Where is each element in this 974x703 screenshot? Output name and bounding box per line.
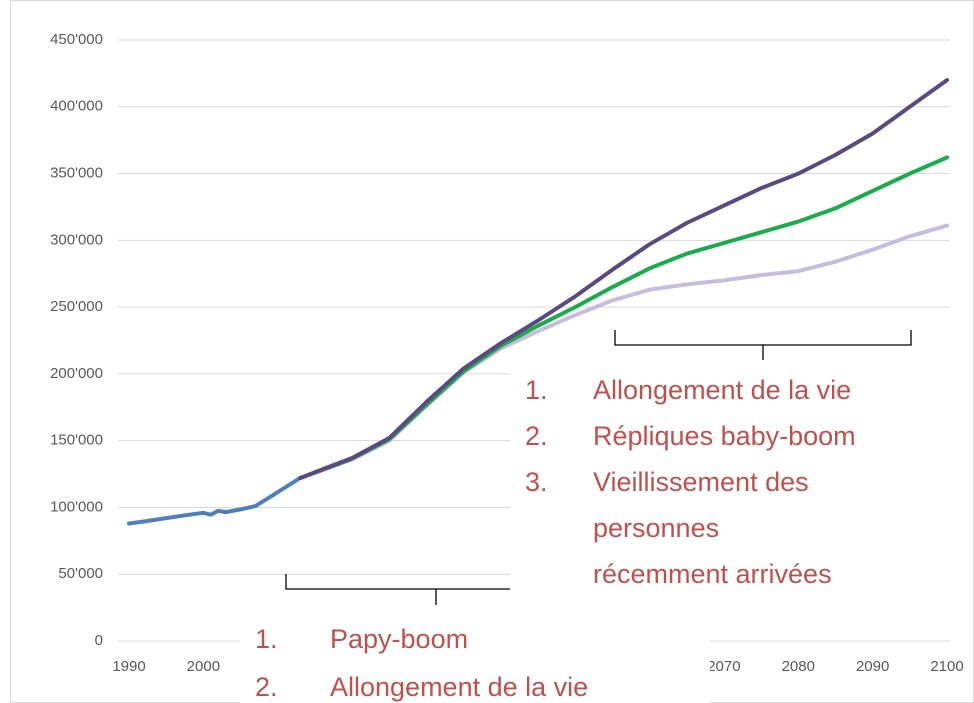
annotation-number: 2.: [255, 672, 278, 702]
y-tick-label: 400'000: [50, 98, 103, 115]
annotation-text: récemment arrivées: [593, 559, 832, 589]
annotation-number: 3.: [525, 467, 548, 497]
series-line: [127, 476, 302, 526]
y-tick-label: 0: [95, 632, 103, 649]
brace: [614, 330, 912, 360]
annotation-text: personnes: [593, 513, 719, 543]
annotation-text: Papy-boom: [330, 624, 468, 654]
x-tick-label: 2080: [782, 658, 815, 675]
annotation-box: [240, 618, 710, 703]
y-tick-label: 200'000: [50, 365, 103, 382]
x-tick-label: 2070: [707, 658, 740, 675]
x-tick-label: 2090: [856, 658, 889, 675]
annotation-number: 2.: [525, 421, 548, 451]
x-tick-label: 1990: [112, 658, 145, 675]
y-tick-label: 450'000: [50, 31, 103, 48]
annotation-number: 1.: [525, 375, 548, 405]
x-tick-label: 2100: [930, 658, 963, 675]
x-tick-label: 2000: [187, 658, 220, 675]
annotations: 1. Papy-boom 2. Allongement de la vie 1. Allo…: [240, 330, 952, 703]
y-tick-label: 250'000: [50, 298, 103, 315]
annotation-text: Allongement de la vie: [330, 672, 588, 702]
series-line: [298, 78, 949, 481]
annotation-text: Allongement de la vie: [593, 375, 851, 405]
y-tick-label: 150'000: [50, 432, 103, 449]
plot: [127, 78, 949, 526]
annotation-number: 1.: [255, 624, 278, 654]
y-tick-label: 300'000: [50, 231, 103, 248]
y-tick-label: 100'000: [50, 498, 103, 515]
annotation-box: [510, 366, 952, 598]
y-tick-label: 50'000: [58, 565, 103, 582]
annotation-text: Vieillissement des: [593, 467, 809, 497]
annotation-text: Répliques baby-boom: [593, 421, 856, 451]
y-tick-label: 350'000: [50, 165, 103, 182]
